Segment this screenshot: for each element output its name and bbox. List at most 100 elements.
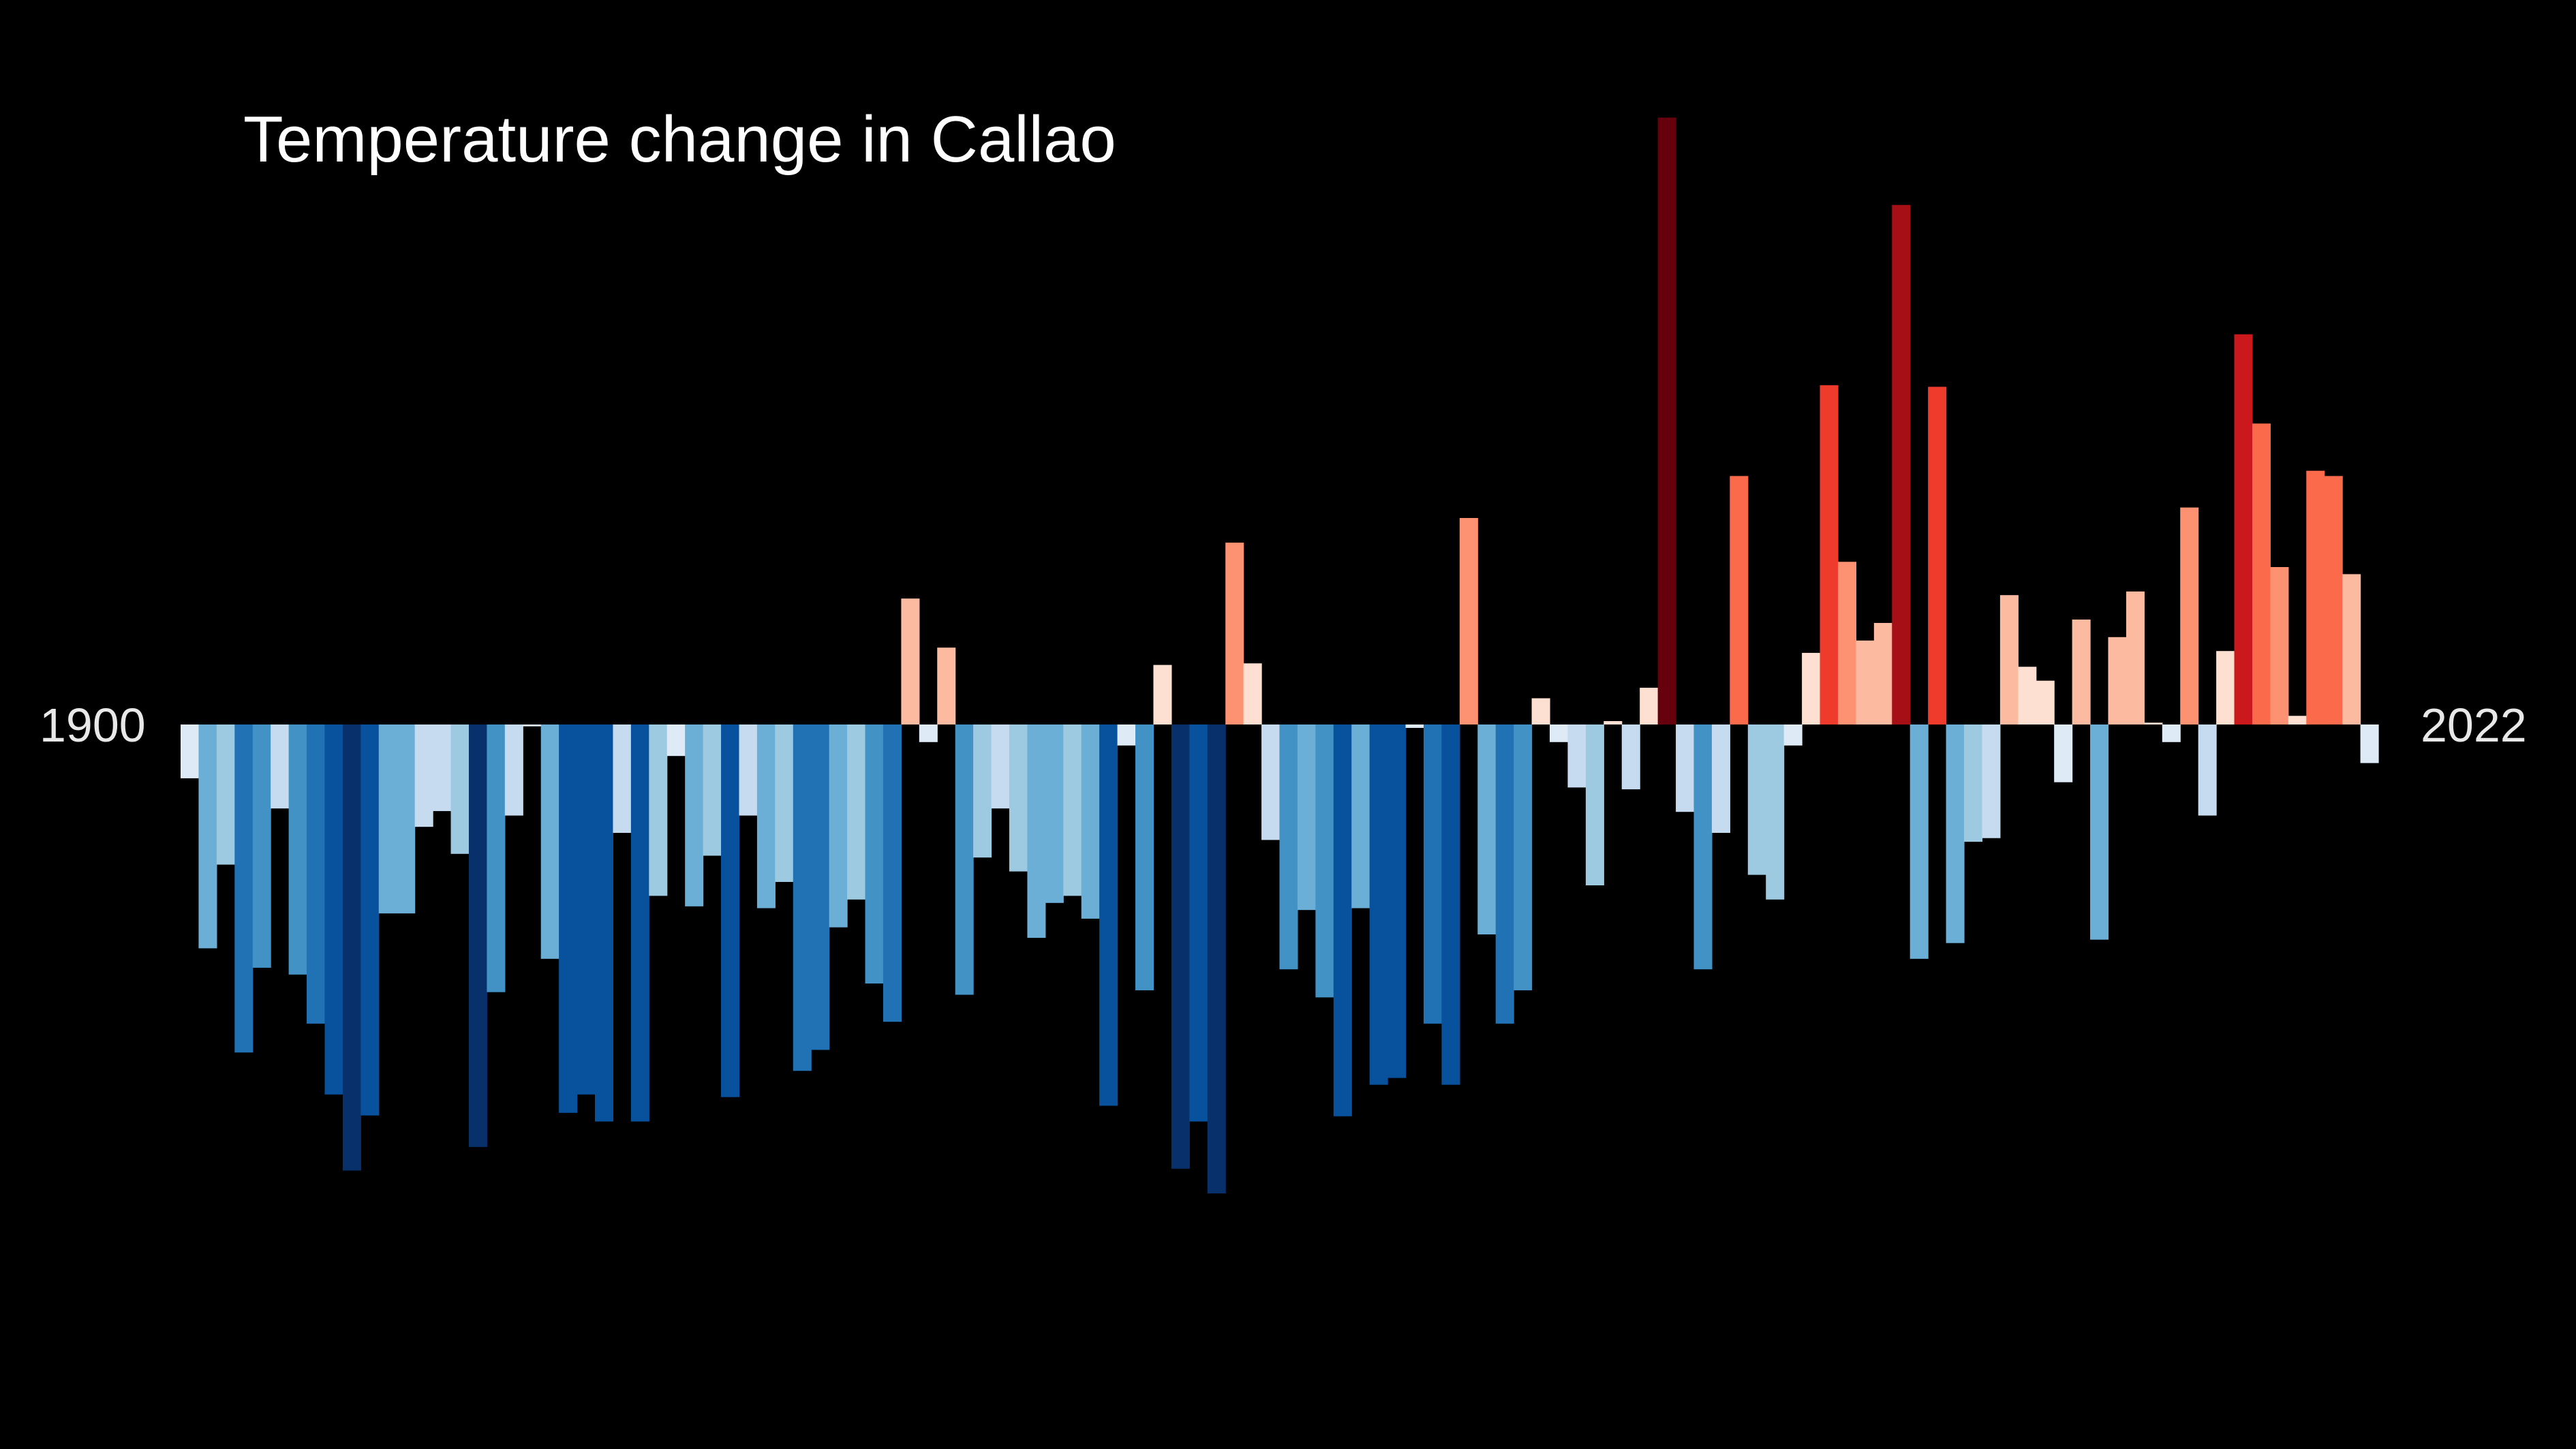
x-axis-start-label: 1900: [40, 699, 146, 752]
bar-2012: [2198, 724, 2217, 816]
bar-2005: [2072, 620, 2091, 724]
bar-1977: [1567, 724, 1586, 788]
bar-2000: [1982, 724, 2001, 838]
bar-1949: [1063, 724, 1082, 896]
bar-1999: [1964, 724, 1983, 842]
bar-1941: [919, 724, 938, 742]
bar-2017: [2288, 716, 2307, 725]
bar-1910: [361, 724, 380, 1116]
bar-1985: [1711, 724, 1730, 833]
bar-1955: [1171, 724, 1190, 1169]
bar-1995: [1892, 204, 1911, 724]
bar-2008: [2126, 591, 2145, 724]
bar-1904: [252, 724, 271, 968]
bar-1982: [1657, 117, 1676, 725]
bar-1950: [1081, 724, 1100, 919]
bar-2011: [2180, 507, 2199, 724]
bar-1972: [1477, 724, 1497, 934]
bar-1915: [450, 724, 470, 854]
bar-1906: [288, 724, 307, 975]
bar-1978: [1585, 724, 1604, 885]
bar-1907: [307, 724, 326, 1024]
bar-1952: [1117, 724, 1136, 746]
bar-1990: [1802, 652, 1821, 724]
bar-2001: [1999, 595, 2019, 724]
bar-1940: [901, 598, 920, 724]
bar-1986: [1730, 476, 1749, 724]
bar-2015: [2252, 423, 2271, 724]
bar-1979: [1604, 720, 1623, 724]
bar-1989: [1783, 724, 1803, 746]
bar-1917: [487, 724, 506, 992]
bar-1963: [1315, 724, 1334, 998]
bar-1920: [540, 724, 559, 959]
bar-2016: [2270, 567, 2289, 724]
bar-1923: [594, 724, 614, 1122]
bar-2002: [2018, 667, 2037, 724]
bar-1966: [1369, 724, 1388, 1085]
bar-1914: [433, 724, 452, 812]
bar-1961: [1279, 724, 1298, 970]
bar-1934: [793, 724, 812, 1071]
bar-1965: [1351, 724, 1370, 909]
bar-1975: [1531, 698, 1550, 724]
bar-1933: [775, 724, 794, 882]
bar-2019: [2324, 476, 2343, 724]
bar-1967: [1387, 724, 1407, 1078]
bar-1987: [1747, 724, 1766, 875]
bar-1981: [1640, 688, 1659, 724]
bar-1958: [1225, 543, 1244, 724]
bar-1918: [504, 724, 523, 816]
bar-series: [181, 117, 2379, 1193]
bar-1946: [1009, 724, 1028, 872]
bar-1969: [1423, 724, 1443, 1024]
bar-2021: [2360, 724, 2379, 763]
bar-2004: [2054, 724, 2073, 782]
bar-2020: [2342, 574, 2361, 724]
bar-1962: [1297, 724, 1316, 911]
bar-1984: [1693, 724, 1713, 970]
bar-1925: [630, 724, 649, 1122]
bar-1937: [847, 724, 866, 900]
bar-2010: [2162, 724, 2181, 742]
bar-1998: [1946, 724, 1965, 943]
bar-1922: [577, 724, 596, 1095]
bar-2003: [2036, 680, 2055, 725]
bar-1928: [685, 724, 704, 906]
bar-2009: [2144, 722, 2163, 724]
bar-1956: [1189, 724, 1208, 1122]
bar-1988: [1766, 724, 1785, 900]
bar-1994: [1873, 623, 1892, 724]
bar-1991: [1820, 385, 1839, 724]
bar-1944: [973, 724, 992, 858]
bar-2007: [2108, 637, 2127, 724]
chart-title: Temperature change in Callao: [243, 103, 1116, 176]
bar-1921: [559, 724, 578, 1113]
bar-1974: [1514, 724, 1533, 990]
bar-1957: [1207, 724, 1226, 1193]
bar-1992: [1837, 562, 1856, 724]
bar-1980: [1621, 724, 1640, 790]
bar-1911: [378, 724, 397, 914]
bar-1931: [739, 724, 758, 816]
bar-1916: [468, 724, 487, 1147]
bar-1954: [1153, 665, 1172, 724]
bar-1908: [324, 724, 343, 1095]
bar-1901: [198, 724, 217, 949]
bar-1912: [397, 724, 416, 914]
bar-1943: [955, 724, 974, 995]
bar-1968: [1405, 724, 1424, 728]
bar-1924: [613, 724, 632, 833]
bar-1942: [937, 647, 956, 724]
bar-1939: [883, 724, 902, 1022]
bar-1959: [1243, 663, 1262, 724]
bar-2018: [2306, 470, 2325, 724]
bar-1909: [342, 724, 361, 1171]
bar-1970: [1441, 724, 1460, 1085]
bar-1927: [666, 724, 686, 757]
bar-1919: [523, 724, 542, 727]
bar-1945: [991, 724, 1010, 809]
bar-1900: [181, 724, 200, 778]
x-axis-end-label: 2022: [2421, 699, 2527, 752]
